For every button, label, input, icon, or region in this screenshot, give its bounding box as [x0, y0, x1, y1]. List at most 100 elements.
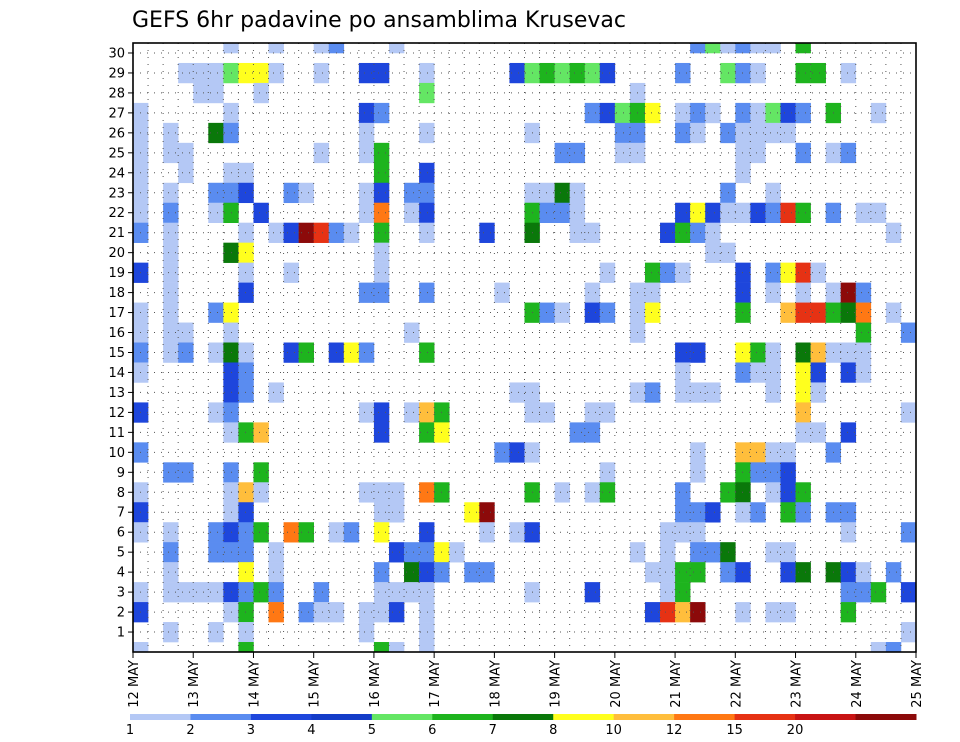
- heatmap-cell: [313, 582, 330, 603]
- heatmap-cell: [238, 182, 254, 204]
- heatmap-cell: [253, 82, 269, 104]
- heatmap-cell: [750, 62, 766, 84]
- heatmap-cell: [268, 222, 284, 243]
- heatmap-cell: [675, 482, 691, 503]
- heatmap-cell: [675, 362, 691, 383]
- heatmap-cell: [253, 462, 269, 483]
- heatmap-cell: [675, 502, 691, 523]
- heatmap-cell: [735, 43, 751, 54]
- y-tick-label: 8: [117, 486, 125, 501]
- x-tick-label: 24 MAY: [850, 660, 865, 708]
- y-tick-label: 24: [108, 166, 125, 181]
- heatmap-cell: [599, 482, 616, 503]
- y-tick-label: 30: [108, 46, 125, 61]
- colorbar: 1 2 3 4 5 6 7 8 10 12 15 20: [126, 714, 917, 738]
- heatmap-cell: [765, 43, 781, 54]
- heatmap-cell: [539, 182, 555, 204]
- heatmap-cell: [840, 302, 857, 323]
- heatmap-cell: [223, 43, 239, 54]
- heatmap-cell: [765, 182, 781, 204]
- heatmap-cell: [705, 242, 721, 263]
- heatmap-cell: [343, 222, 360, 243]
- heatmap-cell: [795, 502, 811, 523]
- heatmap-cell: [494, 282, 510, 303]
- heatmap-cell: [388, 502, 405, 523]
- heatmap-cell: [750, 142, 766, 164]
- heatmap-cell: [388, 43, 405, 54]
- heatmap-cell: [690, 122, 706, 144]
- heatmap-cell: [539, 202, 555, 224]
- heatmap-cell: [163, 202, 179, 224]
- heatmap-cell: [765, 382, 781, 403]
- heatmap-cell: [690, 442, 706, 463]
- y-tick-label: 7: [117, 506, 125, 521]
- heatmap-cell: [163, 142, 179, 164]
- x-tick-label: 13 MAY: [187, 660, 202, 708]
- heatmap-cell: [855, 582, 872, 603]
- colorbar-label: 10: [605, 723, 622, 738]
- heatmap-cell: [675, 262, 691, 283]
- heatmap-cell: [253, 422, 269, 443]
- x-tick-label: 15 MAY: [308, 660, 323, 708]
- heatmap-cell: [419, 62, 435, 84]
- heatmap-cell: [358, 602, 375, 623]
- heatmap-cell: [780, 482, 796, 503]
- heatmap-cell: [178, 462, 194, 483]
- heatmap-cell: [810, 262, 826, 283]
- heatmap-cell: [720, 182, 736, 204]
- heatmap-cell: [584, 302, 601, 323]
- heatmap-cell: [298, 522, 314, 543]
- heatmap-cell: [720, 242, 736, 263]
- heatmap-cell: [810, 382, 826, 403]
- y-tick-label: 16: [108, 326, 125, 341]
- heatmap-cell: [268, 382, 284, 403]
- heatmap-cell: [178, 322, 194, 343]
- heatmap-cell: [208, 202, 224, 224]
- x-tick-label: 25 MAY: [910, 660, 925, 708]
- heatmap-cell: [644, 602, 661, 623]
- heatmap-cell: [238, 502, 254, 523]
- heatmap-cell: [900, 402, 917, 423]
- heatmap-cell: [750, 342, 766, 363]
- x-tick-label: 23 MAY: [790, 660, 805, 708]
- heatmap-cell: [283, 522, 299, 543]
- heatmap-cell: [298, 342, 314, 363]
- heatmap-cell: [675, 582, 691, 603]
- y-tick-label: 9: [117, 466, 125, 481]
- y-tick-label: 4: [117, 566, 125, 581]
- heatmap-cell: [840, 582, 857, 603]
- heatmap-cell: [720, 542, 736, 563]
- heatmap-cell: [373, 562, 390, 583]
- heatmap-cell: [238, 582, 254, 603]
- colorbar-label: 7: [489, 723, 497, 738]
- colorbar-segment: [190, 714, 252, 720]
- heatmap-cell: [163, 222, 179, 243]
- heatmap-cell: [675, 202, 691, 224]
- heatmap-cell: [163, 542, 179, 563]
- heatmap-cell: [163, 242, 179, 263]
- heatmap-cell: [208, 182, 224, 204]
- heatmap-cell: [599, 62, 616, 84]
- heatmap-cell: [419, 282, 435, 303]
- heatmap-cell: [404, 182, 420, 204]
- heatmap-cell: [644, 102, 661, 124]
- heatmap-cell: [163, 522, 179, 543]
- heatmap-cell: [313, 602, 330, 623]
- heatmap-cell: [358, 202, 375, 224]
- heatmap-cell: [268, 582, 284, 603]
- colorbar-segment: [432, 714, 494, 720]
- heatmap-cell: [163, 282, 179, 303]
- heatmap-cell: [253, 582, 269, 603]
- heatmap-cell: [358, 282, 375, 303]
- heatmap-cell: [358, 622, 375, 643]
- heatmap-cell: [765, 282, 781, 303]
- heatmap-cell: [238, 222, 254, 243]
- heatmap-cell: [163, 182, 179, 204]
- heatmap-cell: [238, 562, 254, 583]
- heatmap-cell: [404, 202, 420, 224]
- heatmap-cell: [885, 642, 902, 653]
- heatmap-cell: [253, 202, 269, 224]
- heatmap-cell: [840, 502, 857, 523]
- heatmap-cell: [163, 562, 179, 583]
- heatmap-cell: [238, 522, 254, 543]
